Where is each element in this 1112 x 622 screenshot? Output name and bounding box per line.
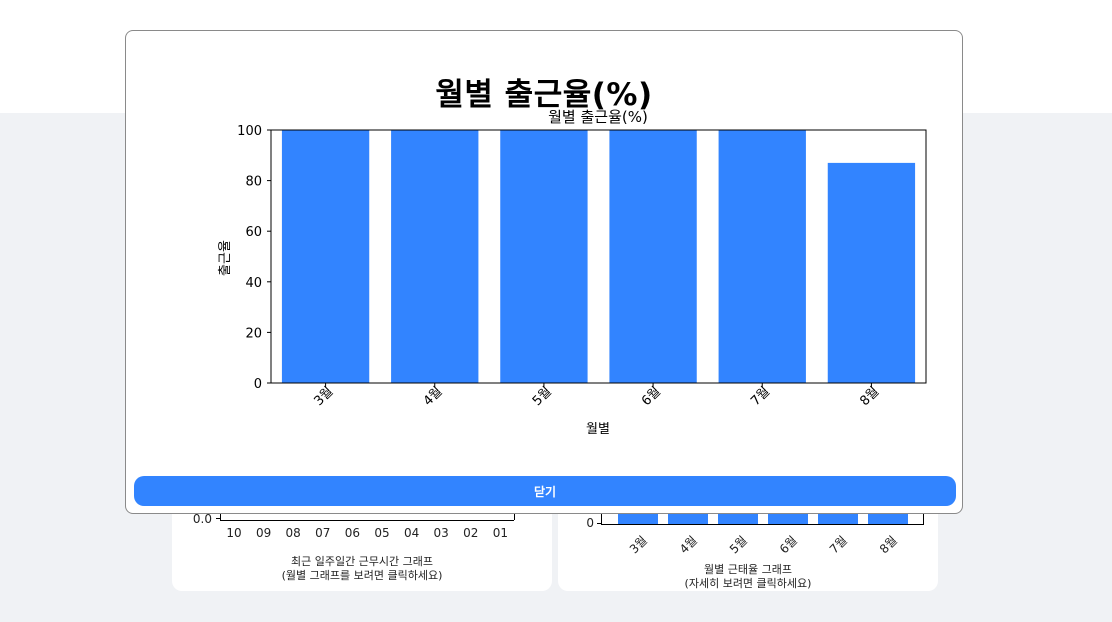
bar-6월 xyxy=(609,130,697,383)
x-tick-label: 09 xyxy=(255,526,272,540)
x-tick-label: 3월 xyxy=(626,533,650,557)
chart-title: 월별 출근율(%) xyxy=(548,108,648,126)
x-tick-label: 7월 xyxy=(826,533,850,557)
y-tick-label: 0 xyxy=(586,516,594,530)
chart-caption-title: 최근 일주일간 근무시간 그래프 xyxy=(290,555,434,568)
x-tick-label: 10 xyxy=(226,526,242,540)
x-tick-label: 6월 xyxy=(639,384,664,409)
bar-8월 xyxy=(827,162,916,383)
x-tick-label: 02 xyxy=(463,526,479,540)
chart-caption-title: 월별 근태율 그래프 xyxy=(704,563,792,576)
y-tick-label: 60 xyxy=(245,225,262,240)
chart-caption-hint: (자세히 보려면 클릭하세요) xyxy=(684,577,812,590)
x-tick-label: 3월 xyxy=(311,384,336,409)
bar-5월 xyxy=(500,130,588,383)
attendance-bar-chart: 월별 출근율(%) 월별 출근율 0 20 40 60 80 100 3월 4월 5월 6월 7월 8… xyxy=(218,108,927,437)
bar-4월 xyxy=(391,130,479,383)
chart-caption-hint: (월별 그래프를 보려면 클릭하세요) xyxy=(281,569,443,582)
chart-modal: 월별 출근율(%) 월별 출근율(%) 월별 출근율 0 20 40 60 80 100 3… xyxy=(125,30,963,514)
x-tick-label: 05 xyxy=(374,526,390,540)
y-tick xyxy=(216,518,220,519)
bar-7월 xyxy=(718,130,806,383)
x-axis-line xyxy=(220,520,514,521)
x-tick-label: 01 xyxy=(492,526,509,540)
y-tick-label: 100 xyxy=(237,124,262,139)
x-tick-label: 07 xyxy=(315,526,331,540)
x-tick-label: 8월 xyxy=(857,384,882,409)
y-tick xyxy=(597,523,601,524)
x-tick-label: 08 xyxy=(285,526,301,540)
plot-area: 0 20 40 60 80 100 3월 4월 5월 6월 7월 8월 xyxy=(237,124,927,409)
x-axis-line xyxy=(601,524,924,525)
x-axis-label: 월별 xyxy=(586,422,610,437)
x-tick-label: 6월 xyxy=(776,533,800,557)
y-axis-label: 출근율 xyxy=(218,240,233,276)
bar-3월 xyxy=(281,130,370,383)
x-tick-label: 7월 xyxy=(748,384,773,409)
x-tick-label: 4월 xyxy=(676,533,700,557)
y-tick-label: 80 xyxy=(245,175,262,190)
x-tick-label: 5월 xyxy=(530,384,555,409)
x-tick-label: 04 xyxy=(403,526,420,540)
y-tick-label: 20 xyxy=(245,326,262,341)
x-tick-label: 4월 xyxy=(421,384,446,409)
plot-frame xyxy=(270,129,927,384)
y-tick-label: 0 xyxy=(254,377,262,392)
y-tick-label: 40 xyxy=(245,276,262,291)
close-button[interactable]: 닫기 xyxy=(134,476,956,506)
modal-title: 월별 출근율(%) xyxy=(435,77,653,113)
y-tick-label: 0.0 xyxy=(192,512,212,526)
x-tick-label: 06 xyxy=(344,526,361,540)
x-tick-label: 8월 xyxy=(876,533,900,557)
x-tick-label: 03 xyxy=(433,526,449,540)
x-tick-label: 5월 xyxy=(726,533,750,557)
